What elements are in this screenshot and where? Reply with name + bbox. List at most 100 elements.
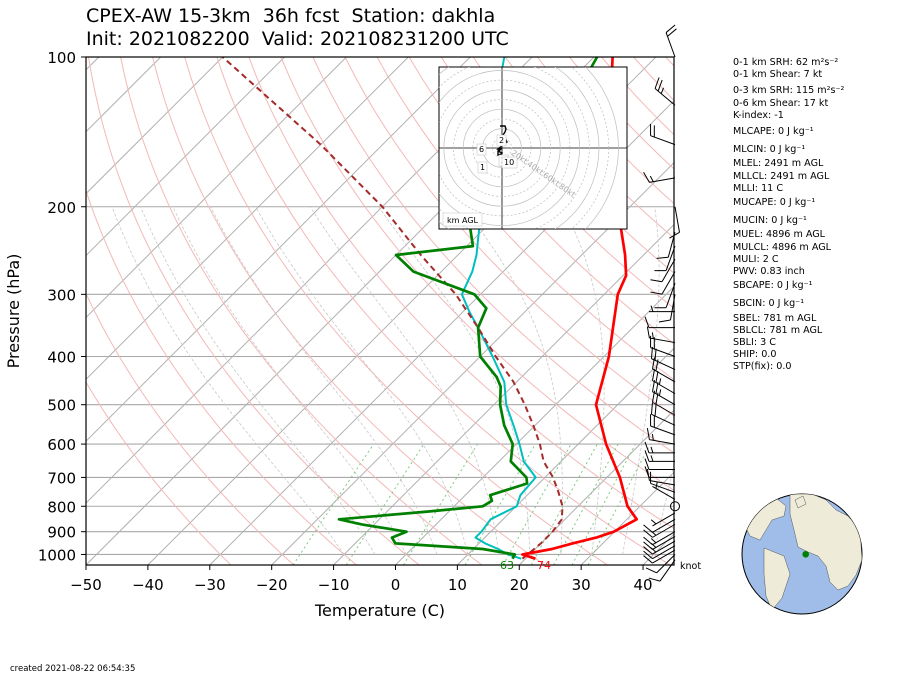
moist-adiabat-line (562, 206, 605, 555)
dry-adiabat-line (184, 57, 608, 565)
dry-adiabat-line (376, 57, 674, 381)
wind-barb (654, 77, 676, 106)
isotherm-line (271, 161, 674, 565)
y-tick-label: 900 (47, 524, 76, 542)
wind-barb (650, 124, 676, 146)
wind-barb (654, 245, 676, 272)
x-tick-label: 20 (510, 576, 529, 594)
moist-adiabat-line (653, 462, 674, 555)
sbel: SBEL: 781 m AGL (733, 312, 817, 324)
x-tick-label: −20 (256, 576, 288, 594)
wind-barb (654, 283, 676, 309)
calm-wind-circle (670, 501, 680, 512)
continent-shape (789, 494, 862, 591)
hodograph-ring (472, 118, 532, 178)
continent-shape (763, 547, 791, 611)
dry-adiabat-line (472, 57, 674, 274)
srh-0-3km: 0-3 km SRH: 115 m²s⁻² (733, 85, 845, 97)
mixing-ratio-line (345, 443, 425, 565)
hodograph-height-box (501, 156, 518, 169)
hodograph-units-label: km AGL (447, 216, 479, 225)
wind-barb (658, 294, 676, 323)
y-tick-label: 300 (47, 286, 76, 304)
wind-barb (645, 554, 676, 574)
isotherm-line (580, 471, 674, 565)
isotherm-line (86, 57, 471, 442)
wind-barb (656, 232, 676, 259)
dry-adiabat-line (248, 57, 674, 530)
dry-adiabat-line (344, 57, 674, 417)
dry-adiabat-line (86, 189, 357, 565)
wind-barb (650, 346, 676, 371)
ship: SHIP: 0.0 (733, 349, 777, 361)
y-tick-label: 500 (47, 397, 76, 415)
moist-adiabat-line (378, 206, 531, 555)
temperature-profile-line (521, 57, 639, 560)
wind-barb (651, 390, 676, 416)
isotherm-line (86, 57, 162, 133)
muel: MUEL: 4896 m AGL (733, 229, 826, 241)
x-axis-label: Temperature (C) (314, 601, 445, 620)
x-tick-label: −40 (132, 576, 164, 594)
moist-adiabat-line (309, 206, 500, 555)
wind-barb (643, 549, 676, 564)
mlcape: MLCAPE: 0 J kg⁻¹ (733, 126, 814, 138)
wind-barb (648, 559, 676, 582)
hodograph-height-label: 6 (479, 145, 484, 154)
wind-barb (644, 450, 675, 462)
moist-adiabat-line (463, 206, 563, 555)
globe-land (742, 494, 862, 611)
hodograph-ring (439, 79, 571, 217)
dry-adiabat-line (152, 57, 545, 565)
hodograph-height-label: 1 (480, 163, 485, 172)
dry-adiabat-line (120, 57, 483, 565)
x-tick-label: 10 (448, 576, 467, 594)
dry-adiabat-line (280, 57, 674, 492)
surface-temperature-label: 74 (537, 559, 551, 572)
hodograph-ring (462, 108, 542, 188)
x-tick-label: 40 (634, 576, 653, 594)
hodograph-height-box (477, 161, 488, 174)
moist-adiabat-line (111, 206, 345, 555)
dry-adiabat-line (88, 57, 420, 565)
wind-barb (644, 316, 675, 329)
pwv: PWV: 0.83 inch (733, 266, 805, 278)
wind-barb (650, 402, 676, 426)
y-tick-label: 800 (47, 498, 76, 516)
shear-0-6km: 0-6 km Shear: 17 kt (733, 97, 829, 109)
stability-indices-panel: 0-1 km SRH: 62 m²s⁻² 0-1 km Shear: 7 kt … (733, 57, 844, 374)
hodograph-height-label: 10 (504, 158, 514, 167)
wind-barb (650, 414, 676, 436)
isotherm-line (86, 57, 347, 319)
chart-title-line2: Init: 2021082200 Valid: 202108231200 UTC (86, 28, 509, 50)
wind-barb (643, 536, 676, 550)
muli: MULI: 2 C (733, 253, 779, 265)
wind-barb (650, 512, 676, 527)
y-tick-label: 700 (47, 469, 76, 487)
continent-shape (794, 495, 807, 509)
wind-barb (643, 531, 676, 546)
chart-title-line1: CPEX-AW 15-3km 36h fcst Station: dakhla (86, 5, 496, 27)
moist-adiabat-line (172, 206, 407, 555)
created-timestamp: created 2021-08-22 06:54:35 (10, 664, 136, 674)
moist-adiabat-line (255, 206, 469, 555)
shear-0-1km: 0-1 km Shear: 7 kt (733, 69, 823, 81)
hodograph-height-box (476, 143, 487, 156)
moist-adiabat-line (210, 206, 438, 555)
wind-barb (651, 369, 676, 395)
wind-barb (643, 172, 676, 183)
wind-barb (649, 305, 675, 313)
dry-adiabat-line (408, 57, 674, 345)
hodograph-ring (439, 67, 600, 229)
plot-frame (85, 56, 675, 566)
dewpoint-profile-line (337, 57, 599, 560)
hodograph-ring (453, 99, 551, 197)
mucin: MUCIN: 0 J kg⁻¹ (733, 215, 807, 227)
hodograph-ring (439, 67, 590, 229)
wind-barb (665, 24, 677, 58)
sbli: SBLI: 3 C (733, 337, 776, 349)
sbcape: SBCAPE: 0 J kg⁻¹ (733, 280, 813, 292)
wind-barb (643, 518, 676, 533)
y-tick-label: 600 (47, 436, 76, 454)
